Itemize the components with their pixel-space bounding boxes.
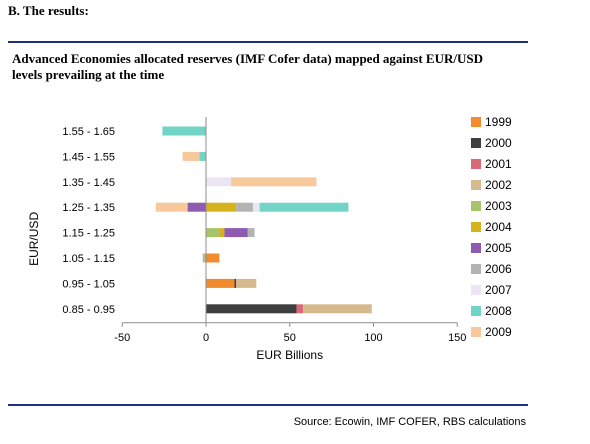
legend-swatch-2005 (471, 243, 481, 253)
y-tick-label: 1.45 - 1.55 (62, 151, 115, 163)
x-tick-label: 0 (203, 332, 209, 344)
bar-2006-row-5 (247, 228, 255, 238)
legend-swatch-2007 (471, 285, 481, 295)
bar-2004-row-5 (219, 228, 225, 238)
legend-swatch-2003 (471, 201, 481, 211)
bar-2009-row-3 (231, 177, 317, 187)
y-tick-labels: 1.55 - 1.65 1.45 - 1.55 1.35 - 1.45 1.25 - … (62, 126, 115, 316)
x-tick-label: -50 (114, 332, 130, 344)
legend-label-2009: 2009 (485, 325, 512, 339)
bar-1999-row-6 (206, 253, 220, 263)
bar-2000-row-7 (234, 278, 237, 288)
bar-2001-row-8 (296, 304, 304, 314)
top-rule (8, 41, 528, 43)
bar-2006-row-4 (236, 202, 253, 212)
bar-2008-row-2 (199, 151, 206, 161)
section-heading: B. The results: (8, 3, 89, 18)
legend-label-2002: 2002 (485, 178, 512, 192)
legend-label-2007: 2007 (485, 283, 512, 297)
bar-2002-row-7 (236, 278, 257, 288)
chart-legend: 1999 2000 2001 2002 2003 2004 2005 2006 2007 2008… (471, 115, 512, 339)
legend-label-2000: 2000 (485, 136, 512, 150)
legend-swatch-2001 (471, 159, 481, 169)
legend-swatch-2000 (471, 138, 481, 148)
y-tick-label: 1.25 - 1.35 (62, 202, 115, 214)
legend-swatch-2009 (471, 327, 481, 337)
y-tick-label: 1.15 - 1.25 (62, 228, 115, 240)
bar-2002-row-8 (303, 304, 372, 314)
bar-2000-row-8 (206, 304, 297, 314)
legend-label-2004: 2004 (485, 220, 512, 234)
x-tick-label: 100 (364, 332, 382, 344)
y-tick-label: 0.85 - 0.95 (62, 304, 115, 316)
legend-swatch-2004 (471, 222, 481, 232)
y-tick-label: 1.35 - 1.45 (62, 177, 115, 189)
bar-2008-row-4 (259, 202, 349, 212)
legend-label-2001: 2001 (485, 157, 512, 171)
bar-2004-row-4 (206, 202, 237, 212)
legend-label-2005: 2005 (485, 241, 512, 255)
legend-swatch-2002 (471, 180, 481, 190)
source-note: Source: Ecowin, IMF COFER, RBS calculati… (293, 416, 526, 428)
legend-swatch-2006 (471, 264, 481, 274)
legend-label-2008: 2008 (485, 304, 512, 318)
y-tick-label: 1.05 - 1.15 (62, 253, 115, 265)
legend-label-2003: 2003 (485, 199, 512, 213)
legend-label-1999: 1999 (485, 115, 512, 129)
bar-2003-row-5 (206, 228, 220, 238)
y-tick-label: 1.55 - 1.65 (62, 126, 115, 138)
bar-2009-row-4 (155, 202, 188, 212)
chart-title: Advanced Economies allocated reserves (I… (12, 51, 483, 82)
x-tick-labels: -50 0 50 100 150 (114, 322, 466, 344)
bar-2006-row-6 (202, 253, 205, 263)
legend-swatch-2008 (471, 306, 481, 316)
bar-2007-row-3 (206, 177, 232, 187)
bar-2005-row-4 (187, 202, 206, 212)
bar-2008-row-1 (162, 126, 206, 136)
x-tick-label: 150 (448, 332, 466, 344)
bar-2007-row-4 (252, 202, 260, 212)
x-tick-label: 50 (284, 332, 296, 344)
y-tick-label: 0.95 - 1.05 (62, 278, 115, 290)
x-axis-label: EUR Billions (256, 348, 323, 362)
bar-2005-row-5 (224, 228, 248, 238)
legend-label-2006: 2006 (485, 262, 512, 276)
bar-2003-row-6 (204, 253, 206, 263)
bar-2009-row-2 (182, 151, 200, 161)
bar-1999-row-7 (206, 278, 235, 288)
bottom-rule (8, 404, 528, 406)
chart-bars (155, 126, 372, 314)
legend-swatch-1999 (471, 117, 481, 127)
y-axis-label: EUR/USD (27, 212, 41, 266)
